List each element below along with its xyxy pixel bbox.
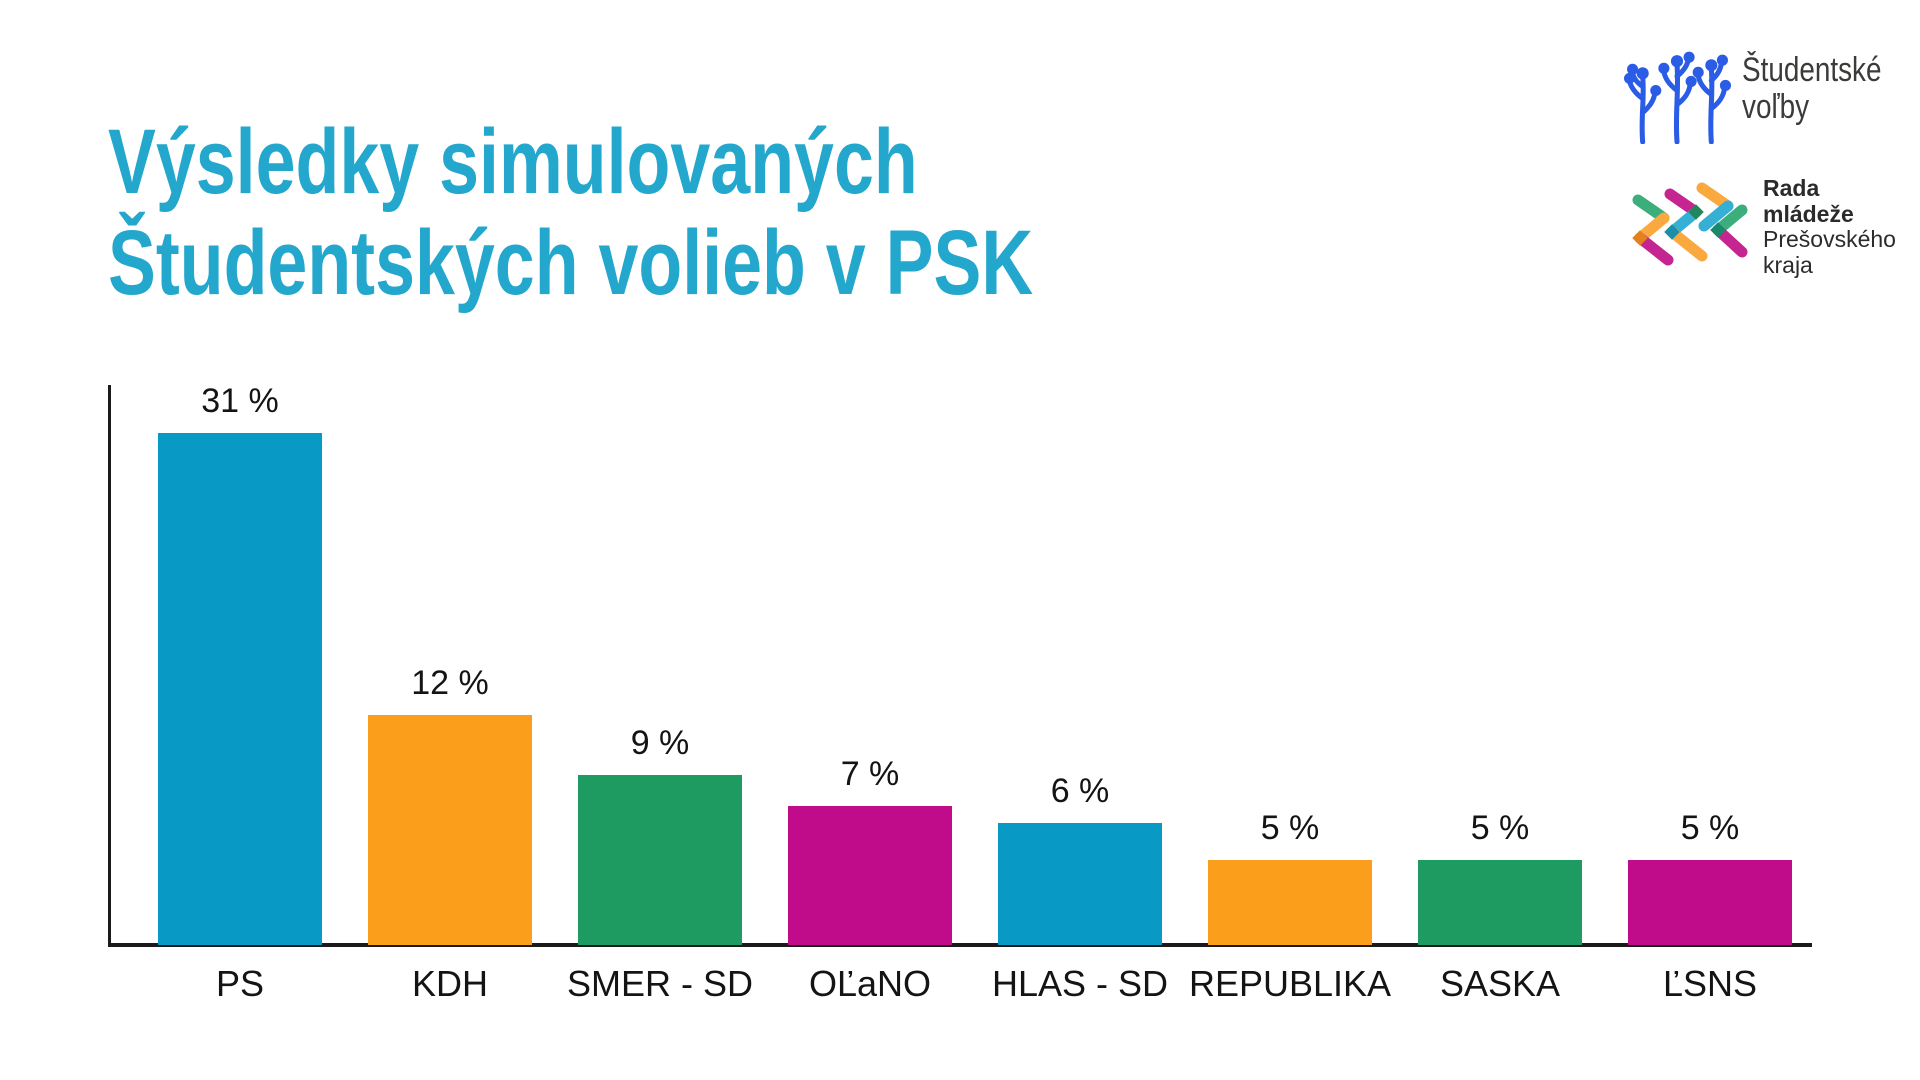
bar-category-label: SMER - SD	[566, 963, 753, 1004]
bar-category-label: HLAS - SD	[991, 963, 1169, 1004]
page-title: Výsledky simulovaných Študentských volie…	[108, 112, 1044, 314]
rada-mladeze-icon	[1632, 182, 1748, 266]
studentske-volby-label-line2: voľby	[1742, 88, 1810, 126]
rada-mladeze-label-line3: Prešovského	[1763, 226, 1896, 252]
rada-mladeze-label-line4: kraja	[1763, 251, 1813, 278]
bar	[788, 806, 952, 945]
bar	[368, 715, 532, 945]
bar-category-label: REPUBLIKA	[1188, 963, 1392, 1004]
rada-mladeze-label-line2: mládeže	[1763, 200, 1854, 227]
bar-value-label: 7 %	[840, 755, 900, 793]
bar-category-label: OĽaNO	[808, 963, 932, 1004]
bar	[998, 823, 1162, 945]
rada-mladeze-label-line1: Rada	[1763, 175, 1820, 201]
page-title-line2: Študentských volieb v PSK	[108, 212, 1034, 314]
y-axis-line	[108, 385, 111, 947]
bar	[578, 775, 742, 945]
page-title-line1: Výsledky simulovaných	[108, 111, 918, 213]
studentske-volby-label-line1: Študentské	[1742, 51, 1882, 89]
bar	[1418, 860, 1582, 945]
bar-value-label: 9 %	[630, 724, 690, 762]
bar-value-label: 31 %	[201, 382, 279, 420]
bar-value-label: 5 %	[1260, 809, 1320, 847]
bar-category-label: PS	[215, 963, 265, 1004]
bar	[1628, 860, 1792, 945]
studentske-volby-label: Študentské voľby	[1742, 52, 1882, 126]
bar-value-label: 12 %	[411, 664, 489, 702]
bar-category-label: KDH	[411, 963, 488, 1004]
bar	[158, 433, 322, 945]
bar-value-label: 5 %	[1680, 809, 1740, 847]
bar-value-label: 6 %	[1050, 772, 1110, 810]
bar	[1208, 860, 1372, 945]
bar-category-label: ĽSNS	[1662, 963, 1758, 1004]
rada-mladeze-label: Rada mládeže Prešovského kraja	[1763, 175, 1896, 278]
studentske-volby-icon	[1623, 51, 1731, 144]
bar-category-label: SASKA	[1439, 963, 1561, 1004]
bar-value-label: 5 %	[1470, 809, 1530, 847]
x-axis-line	[108, 943, 1812, 947]
